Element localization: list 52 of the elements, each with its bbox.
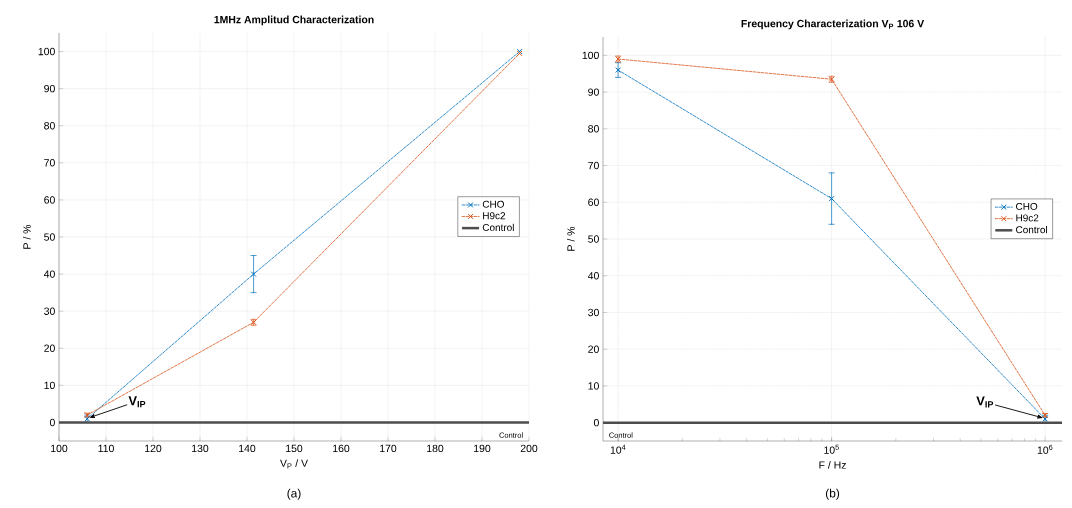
x-tick-label: 130 (192, 444, 209, 453)
y-axis-title: P / % (567, 226, 575, 251)
x-tick-label: 10$^{5}$ (824, 444, 839, 454)
x-tick-label: 10$^{6}$ (1037, 444, 1053, 454)
x-tick-label: 110 (98, 444, 114, 453)
chart-title: Frequency Characterization V$_{P}$ 106 V (741, 19, 925, 30)
legend-label: H9c2 (483, 212, 506, 220)
text: (b) (825, 488, 840, 500)
y-tick-label: 20 (588, 345, 599, 353)
y-tick-label: 90 (44, 84, 55, 93)
y-tick-label: 80 (44, 122, 55, 130)
x-tick-label: 120 (145, 444, 162, 453)
x-tick-label: 150 (286, 444, 303, 453)
y-tick-label: 0 (49, 418, 55, 427)
y-tick-label: 70 (588, 161, 599, 170)
y-tick-label: 20 (44, 344, 55, 352)
annotation: V$_{IP}$ (976, 396, 994, 408)
y-tick-label: 90 (588, 88, 599, 96)
y-tick-label: 80 (588, 125, 599, 133)
x-axis-title: V$_{P}$ / V (280, 459, 308, 469)
annotation: V$_{IP}$ (128, 396, 146, 408)
legend-label: H9c2 (1016, 214, 1039, 222)
legend-label: CHO (482, 200, 504, 208)
y-tick-label: 10 (44, 381, 55, 390)
y-tick-label: 10 (588, 382, 599, 390)
x-axis-title: F / Hz (819, 461, 846, 469)
x-tick-label: 180 (427, 444, 444, 453)
y-tick-label: 30 (588, 308, 599, 317)
legend-label: Control (1016, 225, 1047, 234)
y-tick-label: 0 (593, 418, 599, 427)
y-tick-label: 50 (44, 233, 55, 241)
y-tick-label: 60 (44, 196, 55, 204)
y-axis-title: P / % (23, 224, 31, 249)
text: (a) (287, 488, 301, 500)
x-tick-label: 200 (520, 444, 538, 453)
legend-label: Control (482, 223, 514, 232)
y-tick-label: 60 (588, 198, 599, 206)
y-tick-label: 40 (587, 272, 599, 280)
y-tick-label: 40 (43, 270, 55, 278)
x-tick-label: 100 (51, 444, 68, 453)
y-tick-label: 100 (38, 47, 55, 56)
y-tick-label: 100 (582, 51, 599, 60)
x-tick-label: 190 (474, 444, 491, 453)
y-tick-label: 30 (44, 307, 55, 315)
x-tick-label: 160 (333, 444, 350, 453)
y-tick-label: 70 (44, 159, 55, 167)
x-tick-label: 170 (380, 444, 397, 453)
legend-label: CHO (1016, 202, 1038, 210)
x-tick-label: 140 (239, 444, 256, 453)
x-tick-label: 10$^{4}$ (610, 444, 626, 454)
chart-title: 1MHz Amplitud Characterization (214, 15, 374, 26)
y-tick-label: 50 (588, 235, 599, 243)
